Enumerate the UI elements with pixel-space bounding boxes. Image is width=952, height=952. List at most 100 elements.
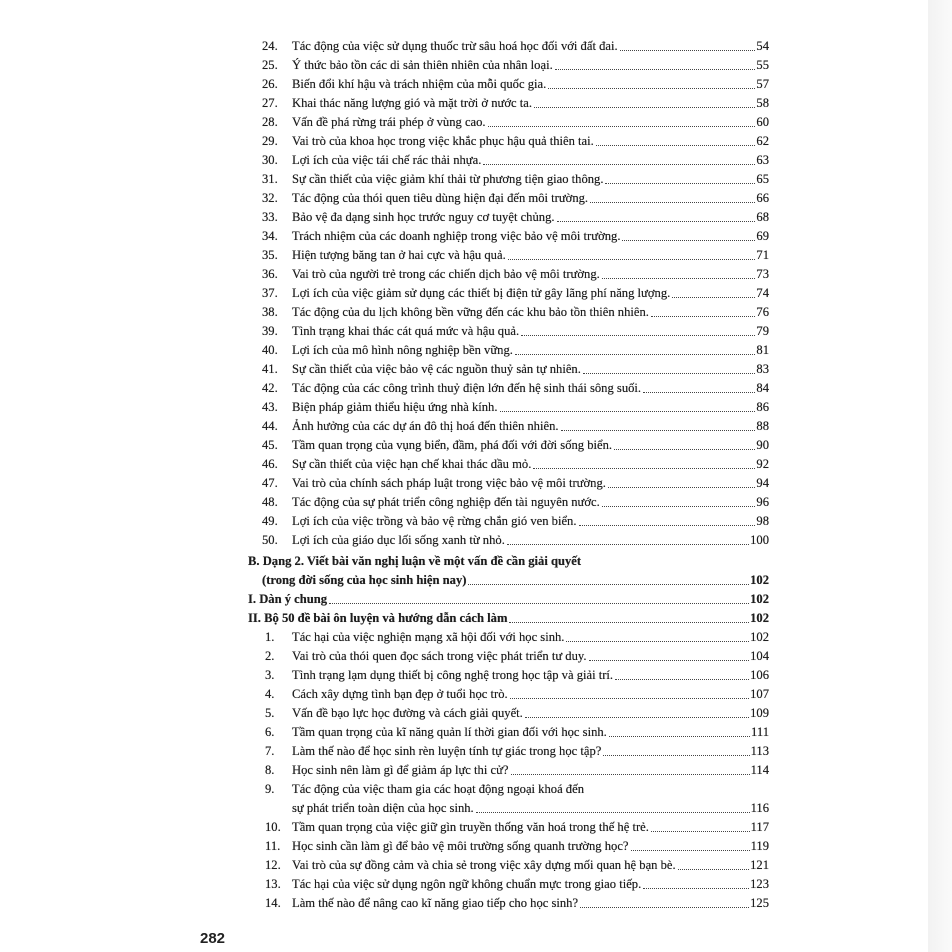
toc-entry[interactable]: 11. Học sinh cần làm gì để bảo vệ môi trư… [248, 837, 769, 856]
entry-number: 6. [265, 725, 275, 739]
toc-entry[interactable]: 49. Lợi ích của việc trồng và bảo vệ rừng… [248, 512, 769, 531]
toc-entry[interactable]: 3. Tình trạng lạm dụng thiết bị công nghệ… [248, 666, 769, 685]
entry-page: 92 [756, 457, 769, 471]
dot-leader [590, 202, 756, 203]
toc-entry[interactable]: 24. Tác động của việc sử dụng thuốc trừ s… [248, 37, 769, 56]
entry-title: Hiện tượng băng tan ở hai cực và hậu quả… [292, 248, 506, 262]
entry-title: Vấn đề phá rừng trái phép ở vùng cao. [292, 115, 486, 129]
entry-title: Tác động của các công trình thuỷ điện lớ… [292, 381, 642, 395]
entry-title: Trách nhiệm của các doanh nghiệp trong v… [292, 229, 621, 243]
toc-entry[interactable]: 4. Cách xây dựng tình bạn đẹp ở tuổi học … [248, 685, 769, 704]
toc-entry[interactable]: 9. Tác động của việc tham gia các hoạt độ… [248, 780, 769, 799]
toc-entry[interactable]: 1. Tác hại của việc nghiện mạng xã hội đố… [248, 628, 769, 647]
dot-leader [560, 430, 756, 431]
toc-entry[interactable]: 43. Biện pháp giảm thiểu hiệu ứng nhà kín… [248, 398, 769, 417]
toc-entry[interactable]: 41. Sự cần thiết của việc bảo vệ các nguồ… [248, 360, 769, 379]
toc-entry[interactable]: 6. Tầm quan trọng của kĩ năng quản lí thờ… [248, 723, 769, 742]
section-ii-heading[interactable]: II. Bộ 50 đề bài ôn luyện và hướng dẫn c… [248, 609, 769, 628]
toc-entry[interactable]: 14. Làm thế nào để nâng cao kĩ năng giao … [248, 894, 769, 913]
entry-title: Học sinh cần làm gì để bảo vệ môi trường… [292, 839, 629, 853]
toc-entry[interactable]: 7. Làm thế nào để học sinh rèn luyện tính… [248, 742, 769, 761]
dot-leader [468, 584, 750, 585]
entry-number: 11. [265, 839, 281, 853]
entry-page: 117 [750, 820, 769, 834]
entry-page: 86 [756, 400, 769, 414]
toc-entry[interactable]: 35. Hiện tượng băng tan ở hai cực và hậu … [248, 246, 769, 265]
entry-title: Vai trò của khoa học trong việc khắc phụ… [292, 134, 594, 148]
toc-entry[interactable]: 8. Học sinh nên làm gì để giảm áp lực thi… [248, 761, 769, 780]
entry-number: 45. [262, 438, 278, 452]
entry-title: Bảo vệ đa dạng sinh học trước nguy cơ tu… [292, 210, 555, 224]
toc-entry[interactable]: 48. Tác động của sự phát triển công nghiệ… [248, 493, 769, 512]
entry-number: 38. [262, 305, 278, 319]
toc-entry[interactable]: 47. Vai trò của chính sách pháp luật tron… [248, 474, 769, 493]
entry-number: 46. [262, 457, 278, 471]
entry-number: 7. [265, 744, 275, 758]
entry-page: 74 [756, 286, 769, 300]
dot-leader [601, 506, 756, 507]
toc-entry[interactable]: 25. Ý thức bảo tồn các di sản thiên nhiên… [248, 56, 769, 75]
entry-page: 104 [750, 649, 769, 663]
entry-title: Ảnh hưởng của các dự án đô thị hoá đến t… [292, 419, 559, 433]
section-b-heading[interactable]: B. Dạng 2. Viết bài văn nghị luận về một… [248, 552, 769, 571]
toc-entry[interactable]: 40. Lợi ích của mô hình nông nghiệp bền v… [248, 341, 769, 360]
section-b-heading-cont[interactable]: (trong đời sống của học sinh hiện nay) 1… [248, 571, 769, 590]
page-edge-shadow [928, 0, 952, 952]
section-i-title: I. Dàn ý chung [248, 592, 328, 606]
toc-entry[interactable]: 42. Tác động của các công trình thuỷ điện… [248, 379, 769, 398]
toc-entry[interactable]: 30. Lợi ích của việc tái chế rác thải nhự… [248, 151, 769, 170]
entry-page: 106 [750, 668, 769, 682]
toc-entry[interactable]: 44. Ảnh hưởng của các dự án đô thị hoá đế… [248, 417, 769, 436]
entry-title: Vai trò của thói quen đọc sách trong việ… [292, 649, 587, 663]
dot-leader [588, 660, 750, 661]
toc-entry[interactable]: 33. Bảo vệ đa dạng sinh học trước nguy cơ… [248, 208, 769, 227]
entry-number: 47. [262, 476, 278, 490]
dot-leader [509, 622, 750, 623]
entry-page: 113 [750, 744, 769, 758]
toc-entry-continuation[interactable]: sự phát triển toàn diện của học sinh. 116 [248, 799, 769, 818]
dot-leader [605, 183, 756, 184]
toc-entry[interactable]: 39. Tình trạng khai thác cát quá mức và h… [248, 322, 769, 341]
toc-entry[interactable]: 32. Tác động của thói quen tiêu dùng hiện… [248, 189, 769, 208]
toc-entry[interactable]: 31. Sự cần thiết của việc giảm khí thải t… [248, 170, 769, 189]
entry-page: 60 [756, 115, 769, 129]
dot-leader [677, 869, 750, 870]
entry-title: Vai trò của người trẻ trong các chiến dị… [292, 267, 600, 281]
toc-entry[interactable]: 50. Lợi ích của giáo dục lối sống xanh từ… [248, 531, 769, 550]
dot-leader [475, 812, 750, 813]
toc-entry[interactable]: 10. Tầm quan trọng của việc giữ gìn truyề… [248, 818, 769, 837]
toc-entry[interactable]: 36. Vai trò của người trẻ trong các chiến… [248, 265, 769, 284]
entry-number: 13. [265, 877, 281, 891]
dot-leader [643, 888, 750, 889]
entry-page: 114 [750, 763, 769, 777]
entry-title: Lợi ích của mô hình nông nghiệp bền vững… [292, 343, 513, 357]
dot-leader [524, 717, 750, 718]
toc-entry[interactable]: 2. Vai trò của thói quen đọc sách trong v… [248, 647, 769, 666]
toc-entry[interactable]: 38. Tác động của du lịch không bền vững đ… [248, 303, 769, 322]
entry-number: 32. [262, 191, 278, 205]
toc-entry[interactable]: 13. Tác hại của việc sử dụng ngôn ngữ khô… [248, 875, 769, 894]
dot-leader [595, 145, 756, 146]
entry-number: 4. [265, 687, 275, 701]
entry-page: 54 [756, 39, 769, 53]
toc-entry[interactable]: 26. Biến đổi khí hậu và trách nhiệm của m… [248, 75, 769, 94]
toc-entry[interactable]: 27. Khai thác năng lượng gió và mặt trời … [248, 94, 769, 113]
toc-entry[interactable]: 28. Vấn đề phá rừng trái phép ở vùng cao.… [248, 113, 769, 132]
section-i-heading[interactable]: I. Dàn ý chung 102 [248, 590, 769, 609]
entry-page: 111 [751, 725, 769, 739]
toc-entry[interactable]: 12. Vai trò của sự đồng cảm và chia sẻ tr… [248, 856, 769, 875]
toc-entry[interactable]: 34. Trách nhiệm của các doanh nghiệp tron… [248, 227, 769, 246]
dot-leader [582, 373, 756, 374]
dot-leader [601, 278, 756, 279]
toc-entry[interactable]: 5. Vấn đề bạo lực học đường và cách giải … [248, 704, 769, 723]
toc-entry[interactable]: 29. Vai trò của khoa học trong việc khắc … [248, 132, 769, 151]
entry-page: 55 [756, 58, 769, 72]
entry-title: Khai thác năng lượng gió và mặt trời ở n… [292, 96, 532, 110]
entry-number: 3. [265, 668, 275, 682]
entry-page: 107 [750, 687, 769, 701]
toc-entry[interactable]: 46. Sự cần thiết của việc hạn chế khai th… [248, 455, 769, 474]
dot-leader [533, 468, 756, 469]
entry-page: 100 [750, 533, 769, 547]
toc-entry[interactable]: 45. Tầm quan trọng của vụng biển, đầm, ph… [248, 436, 769, 455]
toc-entry[interactable]: 37. Lợi ích của việc giảm sử dụng các thi… [248, 284, 769, 303]
